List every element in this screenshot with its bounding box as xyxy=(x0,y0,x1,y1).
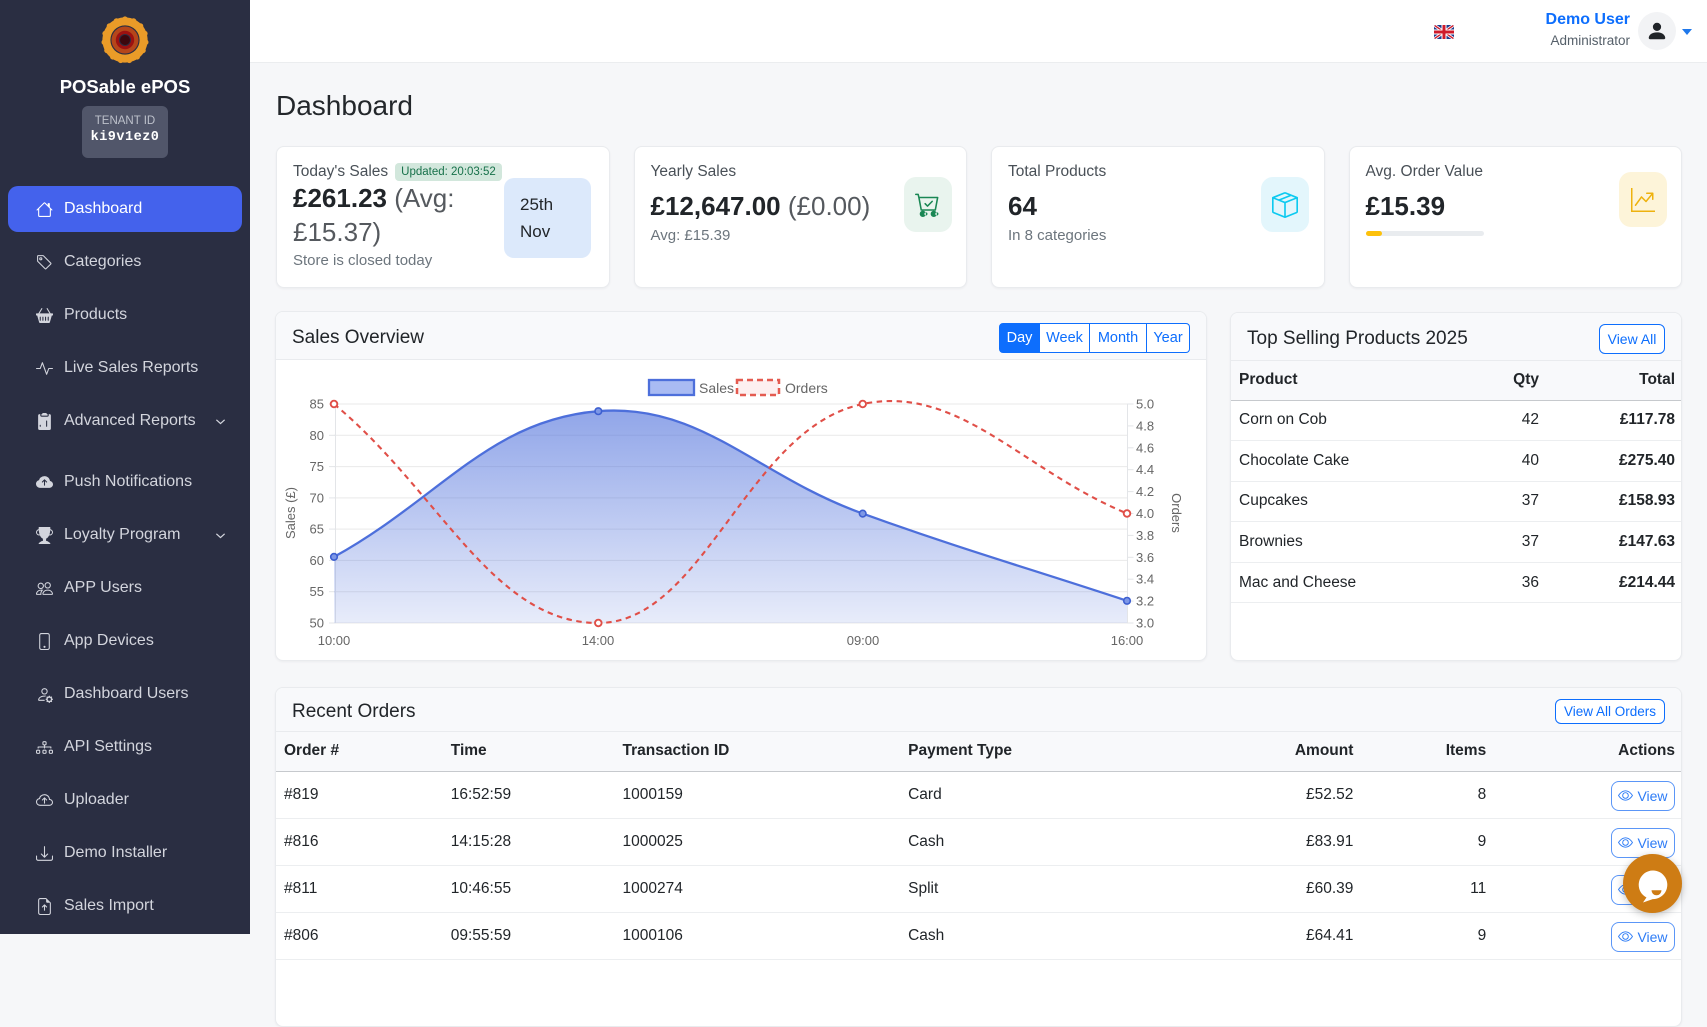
svg-text:3.2: 3.2 xyxy=(1136,594,1154,609)
svg-text:16:00: 16:00 xyxy=(1111,633,1144,648)
svg-text:09:00: 09:00 xyxy=(847,633,880,648)
svg-text:4.0: 4.0 xyxy=(1136,506,1154,521)
svg-text:10:00: 10:00 xyxy=(318,633,351,648)
svg-text:Orders: Orders xyxy=(1169,493,1184,533)
svg-text:55: 55 xyxy=(310,584,324,599)
svg-text:70: 70 xyxy=(310,490,324,505)
svg-text:75: 75 xyxy=(310,459,324,474)
svg-text:4.2: 4.2 xyxy=(1136,484,1154,499)
svg-text:Sales (£): Sales (£) xyxy=(283,487,298,539)
svg-text:14:00: 14:00 xyxy=(582,633,615,648)
svg-text:5.0: 5.0 xyxy=(1136,397,1154,412)
svg-text:60: 60 xyxy=(310,553,324,568)
svg-text:85: 85 xyxy=(310,397,324,412)
svg-text:4.6: 4.6 xyxy=(1136,440,1154,455)
svg-text:4.8: 4.8 xyxy=(1136,418,1154,433)
svg-text:3.6: 3.6 xyxy=(1136,550,1154,565)
svg-text:50: 50 xyxy=(310,616,324,631)
svg-text:65: 65 xyxy=(310,522,324,537)
svg-text:3.8: 3.8 xyxy=(1136,528,1154,543)
svg-text:4.4: 4.4 xyxy=(1136,462,1154,477)
svg-text:80: 80 xyxy=(310,428,324,443)
svg-text:3.0: 3.0 xyxy=(1136,616,1154,631)
svg-text:Orders: Orders xyxy=(785,380,828,396)
svg-text:Sales: Sales xyxy=(699,380,734,396)
svg-text:3.4: 3.4 xyxy=(1136,572,1154,587)
